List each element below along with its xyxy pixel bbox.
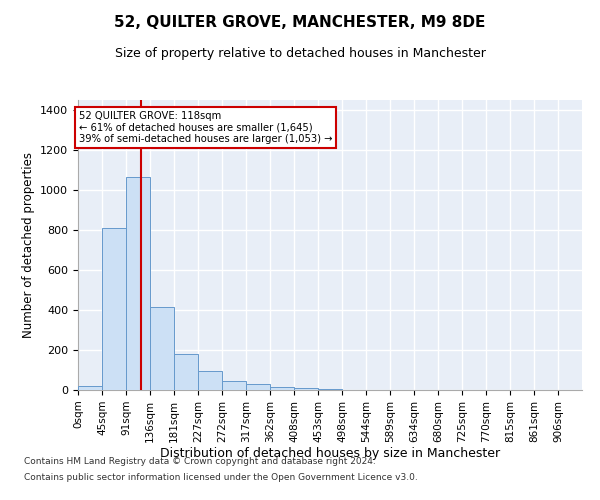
Bar (222, 380, 246, 390)
Bar (150, 307, 174, 390)
X-axis label: Distribution of detached houses by size in Manchester: Distribution of detached houses by size … (160, 448, 500, 460)
Y-axis label: Number of detached properties: Number of detached properties (22, 152, 35, 338)
Bar (246, 384, 270, 390)
Bar (78, 386, 102, 390)
Text: Contains HM Land Registry data © Crown copyright and database right 2024.: Contains HM Land Registry data © Crown c… (24, 458, 376, 466)
Text: Size of property relative to detached houses in Manchester: Size of property relative to detached ho… (115, 48, 485, 60)
Bar (174, 354, 198, 390)
Text: 52 QUILTER GROVE: 118sqm
← 61% of detached houses are smaller (1,645)
39% of sem: 52 QUILTER GROVE: 118sqm ← 61% of detach… (79, 111, 332, 144)
Bar (102, 228, 126, 390)
Bar (318, 389, 342, 390)
Bar (198, 370, 222, 390)
Bar (126, 177, 150, 390)
Bar (294, 388, 318, 390)
Text: Contains public sector information licensed under the Open Government Licence v3: Contains public sector information licen… (24, 472, 418, 482)
Text: 52, QUILTER GROVE, MANCHESTER, M9 8DE: 52, QUILTER GROVE, MANCHESTER, M9 8DE (115, 15, 485, 30)
Bar (270, 387, 294, 390)
